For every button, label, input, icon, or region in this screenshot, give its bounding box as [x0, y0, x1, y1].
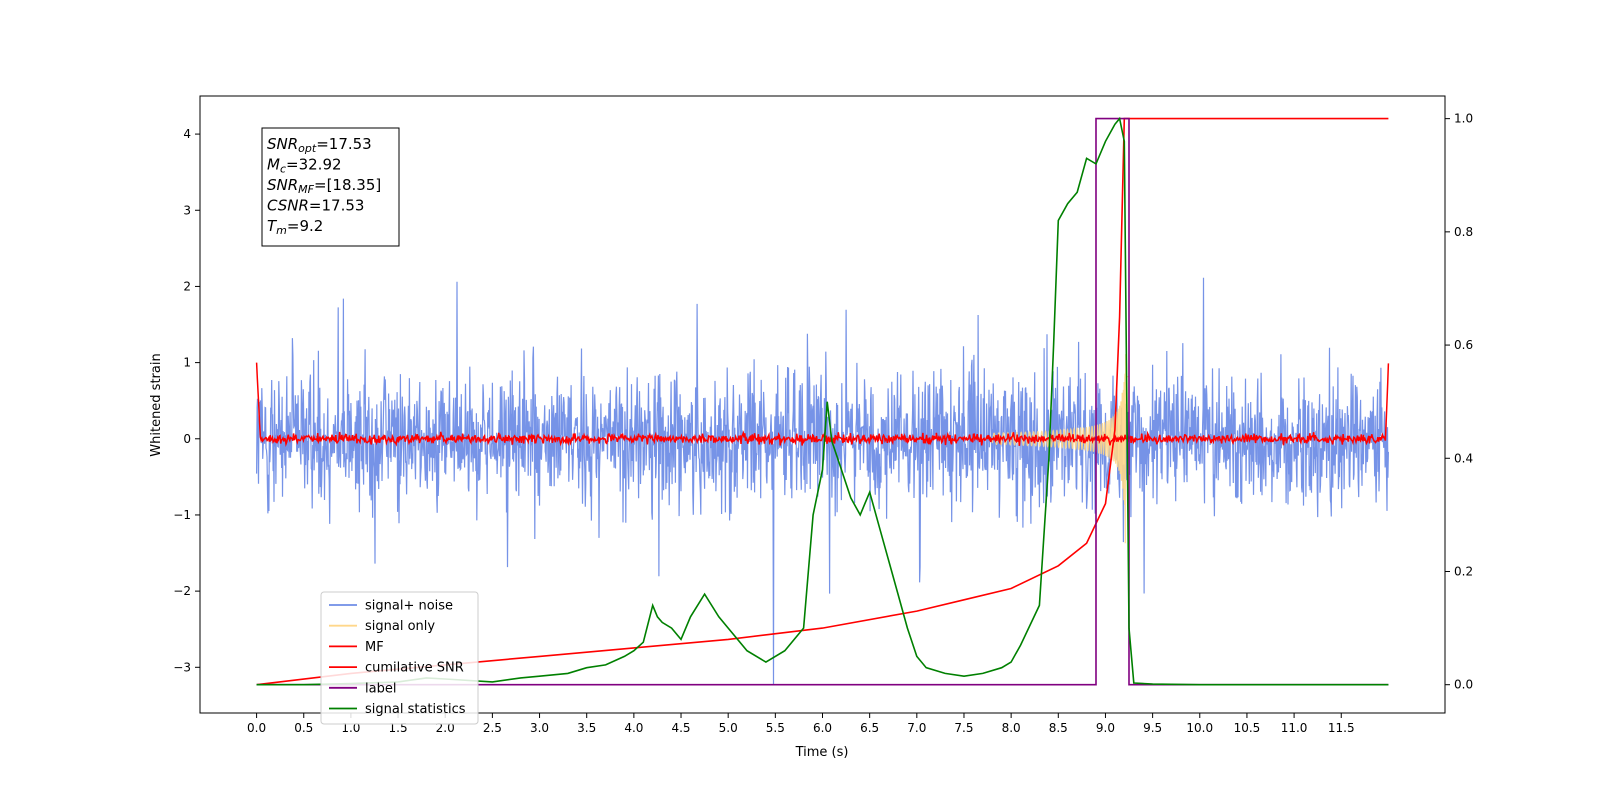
y2-tick-label: 1.0 [1454, 112, 1473, 126]
x-tick-label: 7.5 [954, 721, 973, 735]
x-tick-label: 8.5 [1049, 721, 1068, 735]
mf-line [255, 362, 1390, 447]
x-tick-label: 5.0 [719, 721, 738, 735]
signal-noise-series [256, 277, 1389, 685]
y2-tick-label: 0.6 [1454, 338, 1473, 352]
annotation-frame [261, 127, 400, 247]
x-tick-label: 3.0 [530, 721, 549, 735]
signal-statistics-line [256, 116, 1389, 686]
y-tick-label: 0 [183, 432, 191, 446]
y-axis: −3 −2 −1 0 1 2 3 4 [173, 127, 200, 674]
signal-only-line [991, 354, 1129, 544]
cumulative-snr-series [256, 117, 1389, 686]
signal-statistics-series [256, 116, 1389, 686]
x-tick-label: 11.0 [1281, 721, 1308, 735]
annotation-line: CSNR=17.53 [267, 197, 364, 215]
x-tick-label: 0.5 [294, 721, 313, 735]
x-tick-label: 6.5 [860, 721, 879, 735]
y-axis-label: Whitened strain [149, 353, 164, 456]
annotation-line: Tm=9.2 [267, 217, 323, 237]
y2-tick-label: 0.8 [1454, 225, 1473, 239]
y-tick-label: 1 [183, 356, 191, 370]
y2-tick-label: 0.0 [1454, 678, 1473, 692]
legend-label: cumilative SNR [365, 661, 464, 676]
annotation-line: Mc=32.92 [267, 156, 342, 176]
x-axis: 0.0 0.5 1.0 1.5 2.0 2.5 3.0 3.5 4.0 4.5 5.0 5.5 6.0 6… [247, 713, 1355, 735]
x-tick-label: 8.0 [1002, 721, 1021, 735]
legend-label: signal+ noise [365, 599, 453, 614]
x-tick-label: 6.0 [813, 721, 832, 735]
x-tick-label: 4.0 [624, 721, 643, 735]
x-tick-label: 7.0 [907, 721, 926, 735]
legend-frame [320, 591, 479, 725]
cumulative-snr-line [256, 117, 1389, 686]
annotation-line: SNRMF=[18.35] [267, 176, 381, 196]
y-tick-label: 3 [183, 203, 191, 217]
legend: signal+ noise signal only MF cumilative SNR… [320, 591, 479, 725]
legend-label: label [365, 681, 396, 696]
x-tick-label: 3.5 [577, 721, 596, 735]
y-tick-label: −3 [173, 660, 191, 674]
y2-axis: 0.0 0.2 0.4 0.6 0.8 1.0 [1445, 112, 1473, 692]
x-tick-label: 2.5 [483, 721, 502, 735]
x-tick-label: 4.5 [671, 721, 690, 735]
signal-only-series [991, 354, 1129, 544]
signal-noise-line [256, 277, 1389, 685]
y2-tick-label: 0.2 [1454, 564, 1473, 578]
legend-label: signal statistics [365, 702, 466, 717]
x-tick-label: 9.0 [1096, 721, 1115, 735]
annotation-line: SNRopt=17.53 [267, 135, 372, 155]
y-tick-label: −1 [173, 508, 191, 522]
y2-tick-label: 0.4 [1454, 451, 1473, 465]
mf-series [255, 362, 1390, 447]
y-tick-label: 2 [183, 279, 191, 293]
y-tick-label: 4 [183, 127, 191, 141]
legend-label: MF [365, 640, 384, 655]
x-tick-label: 9.5 [1143, 721, 1162, 735]
x-tick-label: 5.5 [766, 721, 785, 735]
x-tick-label: 10.5 [1234, 721, 1261, 735]
y-tick-label: −2 [173, 584, 191, 598]
legend-label: signal only [365, 619, 435, 634]
x-tick-label: 0.0 [247, 721, 266, 735]
x-axis-label: Time (s) [795, 745, 849, 760]
annotation-box: SNRopt=17.53Mc=32.92SNRMF=[18.35]CSNR=17… [261, 127, 400, 247]
x-tick-label: 11.5 [1328, 721, 1355, 735]
x-tick-label: 10.0 [1186, 721, 1213, 735]
